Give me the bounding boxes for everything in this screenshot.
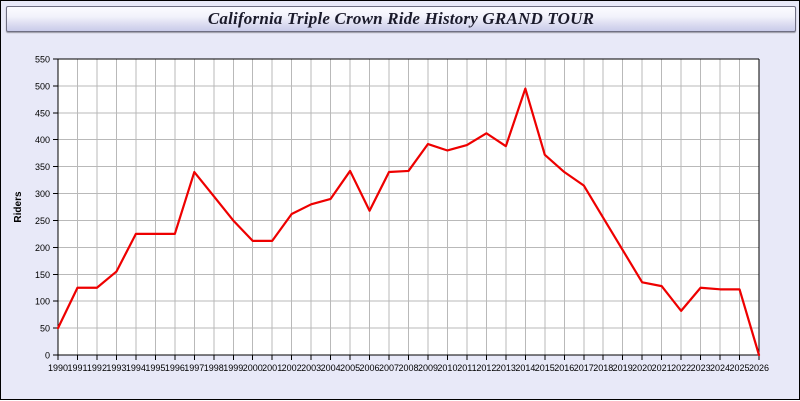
y-tick-label: 450 [35,108,50,118]
y-tick-label: 400 [35,135,50,145]
y-tick-label: 350 [35,162,50,172]
x-tick-label: 2010 [437,363,457,373]
title-bar: California Triple Crown Ride History GRA… [6,6,796,32]
y-tick-label: 150 [35,270,50,280]
x-tick-label: 2024 [710,363,730,373]
x-tick-label: 1994 [126,363,146,373]
x-tick-label: 1997 [184,363,204,373]
x-tick-label: 1995 [145,363,165,373]
y-tick-label: 250 [35,216,50,226]
y-tick-label: 50 [40,324,50,334]
x-tick-label: 1998 [204,363,224,373]
x-tick-label: 2008 [398,363,418,373]
x-tick-label: 2009 [418,363,438,373]
page-title: California Triple Crown Ride History GRA… [207,9,595,28]
x-tick-label: 2000 [243,363,263,373]
x-tick-label: 2012 [476,363,496,373]
x-tick-label: 2014 [515,363,535,373]
x-tick-label: 2019 [613,363,633,373]
x-tick-label: 1991 [67,363,87,373]
x-tick-label: 2018 [593,363,613,373]
x-tick-label: 2022 [671,363,691,373]
x-tick-label: 2017 [574,363,594,373]
x-tick-label: 1999 [223,363,243,373]
x-tick-label: 2006 [360,363,380,373]
y-tick-label: 0 [45,351,50,361]
x-tick-label: 2003 [301,363,321,373]
x-tick-label: 1992 [87,363,107,373]
x-tick-label: 2026 [749,363,769,373]
x-tick-label: 2004 [321,363,341,373]
x-tick-label: 2023 [691,363,711,373]
y-tick-label: 500 [35,81,50,91]
x-tick-label: 1996 [165,363,185,373]
x-tick-label: 2015 [535,363,555,373]
x-tick-label: 2002 [282,363,302,373]
x-tick-label: 2007 [379,363,399,373]
x-tick-label: 2013 [496,363,516,373]
y-tick-label: 200 [35,243,50,253]
y-axis-title: Riders [13,191,24,223]
y-tick-label: 550 [35,55,50,65]
x-tick-label: 1990 [48,363,68,373]
y-tick-label: 100 [35,297,50,307]
y-tick-label: 300 [35,189,50,199]
x-tick-label: 1993 [106,363,126,373]
x-tick-label: 2001 [262,363,282,373]
data-series-riders [56,87,761,357]
x-tick-label: 2011 [457,363,476,373]
x-tick-label: 2020 [632,363,652,373]
x-tick-label: 2016 [554,363,574,373]
x-tick-label: 2005 [340,363,360,373]
chart-area: 0 50 100 150 200 250 300 350 400 450 500 550 1990 199… [1,35,800,401]
x-tick-label: 2021 [652,363,672,373]
x-tick-label: 2025 [730,363,750,373]
